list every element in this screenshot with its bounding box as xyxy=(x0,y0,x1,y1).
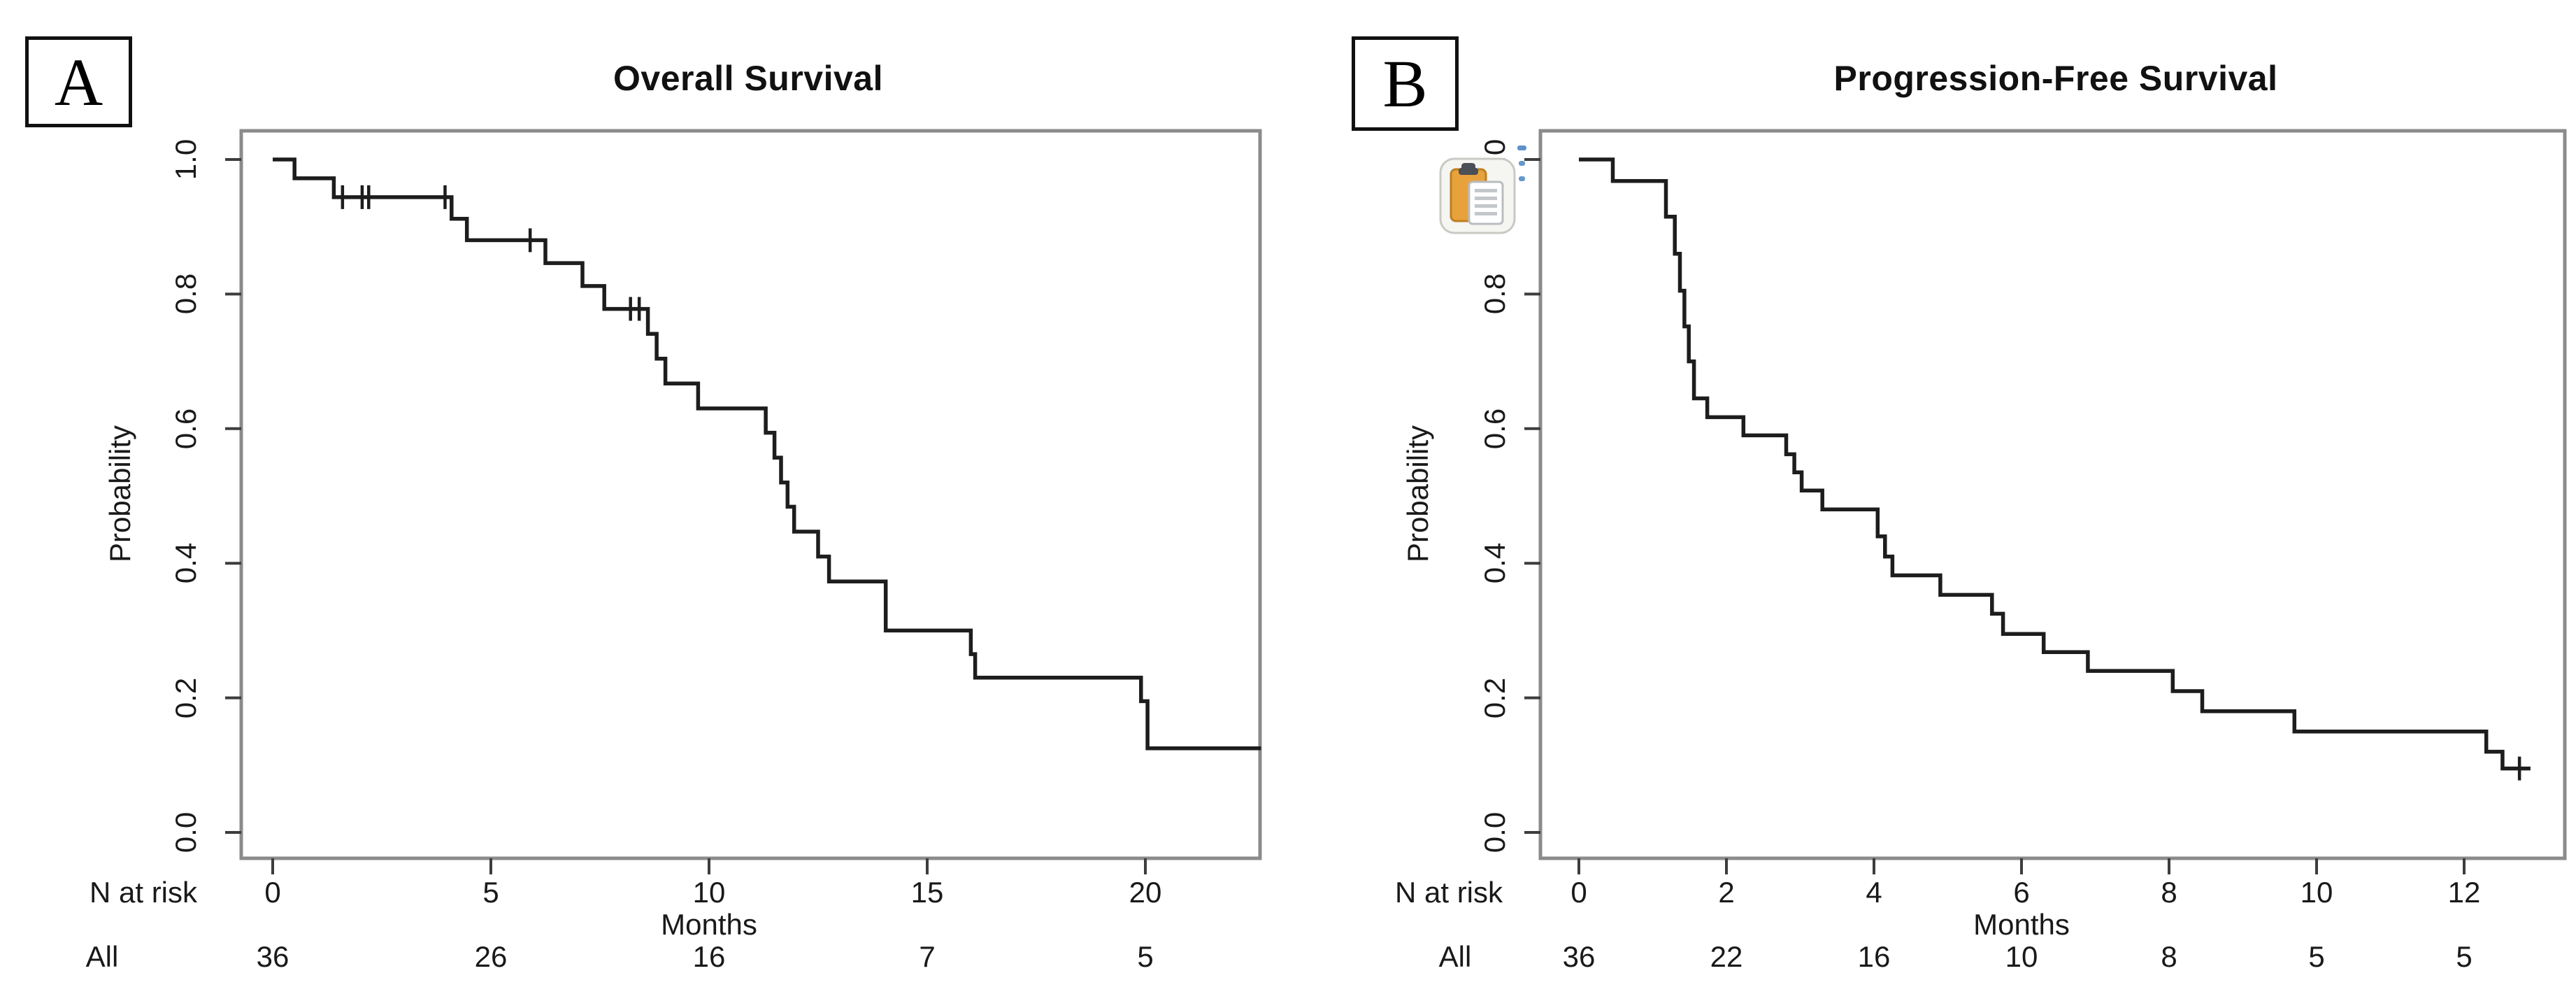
y-tick-label-pfs: 0.2 xyxy=(1478,677,1511,718)
panel-b-label-box: B xyxy=(1352,36,1459,131)
x-tick-label-pfs: 8 xyxy=(2161,876,2177,909)
x-tick-label-pfs: 4 xyxy=(1866,876,1882,909)
y-tick-label-os: 0.6 xyxy=(169,408,202,449)
km-curve-pfs xyxy=(1579,157,2531,771)
risk-count-os: 5 xyxy=(1137,940,1154,973)
panel-b-ylabel: Probability xyxy=(1401,425,1434,563)
risk-count-pfs: 8 xyxy=(2161,940,2177,973)
paste-options-button[interactable] xyxy=(1438,157,1517,235)
y-tick-label-os: 0.0 xyxy=(169,811,202,853)
x-tick-label-os: 20 xyxy=(1129,876,1162,909)
risk-count-os: 36 xyxy=(256,940,289,973)
y-tick-label-pfs: 0.6 xyxy=(1478,408,1511,449)
plot-box-os xyxy=(239,129,1262,860)
panel-b-group-label: All xyxy=(1438,940,1472,973)
plot-box-pfs xyxy=(1538,129,2567,860)
risk-count-pfs: 16 xyxy=(1857,940,1891,973)
panel-b-letter: B xyxy=(1382,46,1428,121)
risk-count-pfs: 5 xyxy=(2456,940,2473,973)
x-tick-label-os: 5 xyxy=(482,876,499,909)
y-tick-label-pfs: 0.4 xyxy=(1478,542,1511,584)
paste-artifact-marks xyxy=(1516,144,1529,186)
x-tick-label-pfs: 12 xyxy=(2447,876,2481,909)
km-curve-os xyxy=(273,157,1261,751)
panel-b-title: Progression-Free Survival xyxy=(1833,59,2278,98)
x-tick-label-pfs: 6 xyxy=(2013,876,2030,909)
risk-count-pfs: 10 xyxy=(2005,940,2038,973)
y-tick-label-os: 0.2 xyxy=(169,677,202,718)
panel-a-xlabel: Months xyxy=(661,908,757,941)
x-tick-label-os: 15 xyxy=(910,876,944,909)
risk-count-os: 7 xyxy=(919,940,936,973)
panel-a-group-label: All xyxy=(85,940,119,973)
risk-count-pfs: 5 xyxy=(2308,940,2325,973)
clipboard-paste-icon xyxy=(1439,157,1516,234)
risk-count-pfs: 36 xyxy=(1562,940,1596,973)
y-tick-label-os: 0.4 xyxy=(169,542,202,584)
x-tick-label-pfs: 2 xyxy=(1718,876,1735,909)
x-tick-label-pfs: 0 xyxy=(1570,876,1587,909)
panel-a-title: Overall Survival xyxy=(613,59,884,98)
y-tick-label-pfs: 0.8 xyxy=(1478,274,1511,315)
risk-count-os: 16 xyxy=(692,940,726,973)
x-tick-label-os: 0 xyxy=(264,876,281,909)
risk-count-os: 26 xyxy=(474,940,508,973)
panel-a-natrisk-label: N at risk xyxy=(89,876,198,909)
y-tick-label-pfs: 0.0 xyxy=(1478,811,1511,853)
x-tick-label-os: 10 xyxy=(692,876,726,909)
panel-a-letter: A xyxy=(54,44,103,120)
y-tick-label-os: 0.8 xyxy=(169,274,202,315)
panel-a-ylabel: Probability xyxy=(103,425,136,563)
panel-a-label-box: A xyxy=(25,36,132,127)
risk-count-pfs: 22 xyxy=(1710,940,1743,973)
panel-b-xlabel: Months xyxy=(1973,908,2070,941)
x-tick-label-pfs: 10 xyxy=(2300,876,2333,909)
panel-b-natrisk-label: N at risk xyxy=(1394,876,1503,909)
y-tick-label-os: 1.0 xyxy=(169,139,202,180)
